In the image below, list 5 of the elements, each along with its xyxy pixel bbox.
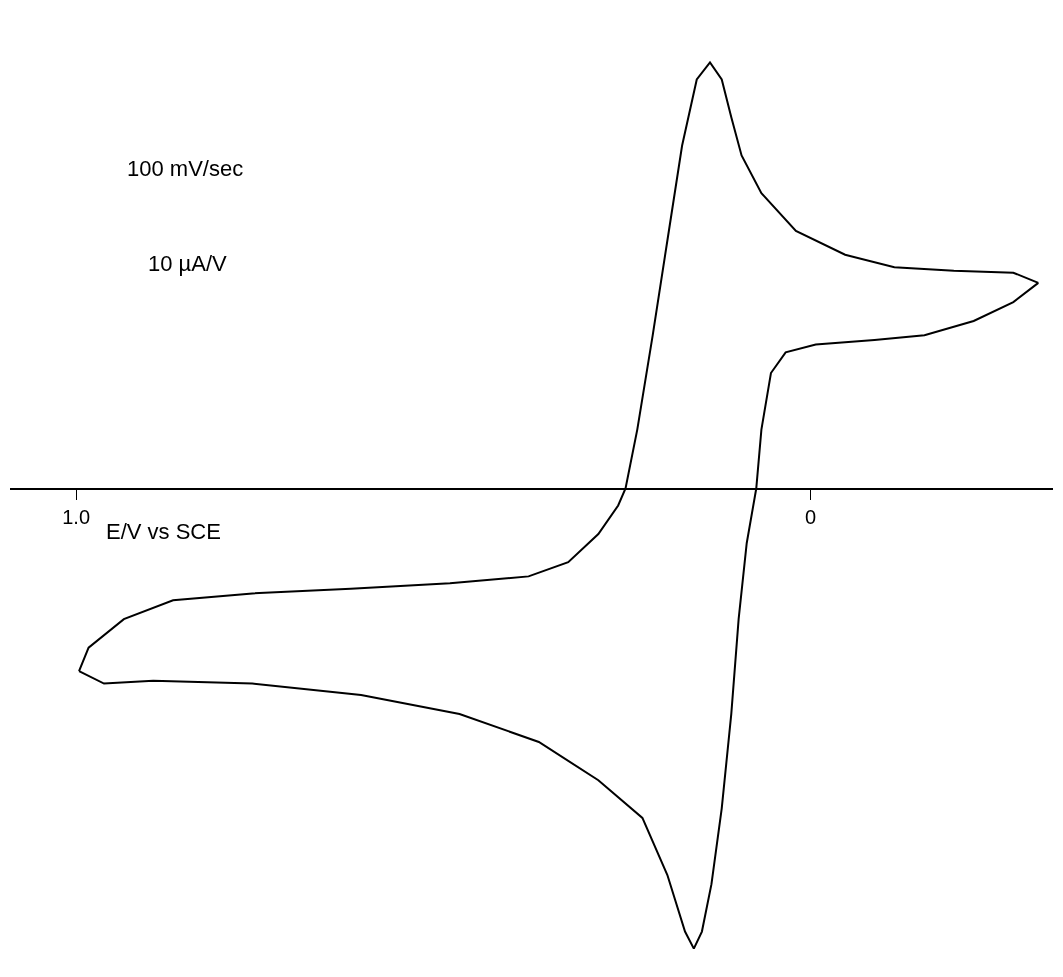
x-tick-label: 1.0 (62, 505, 91, 528)
annotation: 10 µA/V (148, 251, 228, 276)
x-axis-title: E/V vs SCE (106, 519, 221, 544)
annotation: 100 mV/sec (127, 156, 244, 181)
x-tick-label: 0 (805, 505, 817, 528)
